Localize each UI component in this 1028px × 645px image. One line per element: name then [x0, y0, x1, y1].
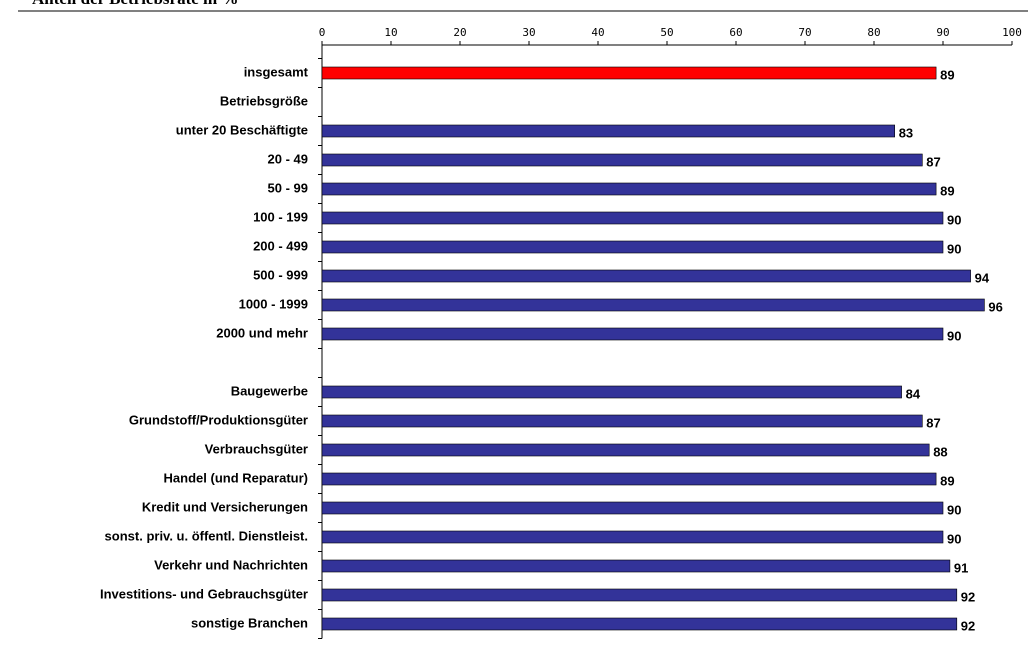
y-tick-label: Verbrauchsgüter: [205, 441, 308, 456]
bar: [321, 559, 951, 573]
y-tick-label: 500 - 999: [253, 267, 308, 282]
bar: [321, 124, 896, 138]
x-tick-label: 70: [798, 26, 811, 39]
value-label: 90: [947, 328, 961, 343]
bar: [321, 588, 958, 602]
value-label: 89: [940, 183, 954, 198]
x-tick-label: 90: [936, 26, 949, 39]
y-tick-label: Handel (und Reparatur): [164, 470, 308, 485]
y-tick-label: 20 - 49: [268, 151, 308, 166]
value-label: 88: [933, 444, 947, 459]
bar: [321, 298, 985, 312]
y-tick-label: insgesamt: [244, 64, 309, 79]
y-tick-label: sonstige Branchen: [191, 615, 308, 630]
y-tick-label: 200 - 499: [253, 238, 308, 253]
value-label: 83: [899, 125, 913, 140]
x-tick-label: 50: [660, 26, 673, 39]
y-tick-label: Grundstoff/Produktionsgüter: [129, 412, 308, 427]
bar: [321, 385, 902, 399]
x-tick-label: 40: [591, 26, 604, 39]
value-label: 90: [947, 502, 961, 517]
y-tick-label: Kredit und Versicherungen: [142, 499, 308, 514]
value-label: 90: [947, 241, 961, 256]
value-label: 96: [988, 299, 1002, 314]
x-tick-label: 80: [867, 26, 880, 39]
value-label: 87: [926, 154, 940, 169]
y-tick-label: 1000 - 1999: [239, 296, 308, 311]
bar: [321, 269, 971, 283]
value-label: 91: [954, 560, 968, 575]
y-tick-label: 2000 und mehr: [216, 325, 308, 340]
bar: [321, 501, 944, 515]
bar: [321, 443, 930, 457]
y-tick-label: Betriebsgröße: [220, 93, 308, 108]
y-tick-label: Investitions- und Gebrauchsgüter: [100, 586, 308, 601]
y-tick-label: sonst. priv. u. öffentl. Dienstleist.: [105, 528, 308, 543]
bar: [321, 66, 937, 80]
bar: [321, 327, 944, 341]
y-tick-label: 100 - 199: [253, 209, 308, 224]
value-label: 92: [961, 589, 975, 604]
value-label: 84: [906, 386, 921, 401]
y-tick-label: Verkehr und Nachrichten: [154, 557, 308, 572]
x-tick-label: 30: [522, 26, 535, 39]
bar: [321, 240, 944, 254]
y-tick-label: 50 - 99: [268, 180, 308, 195]
y-tick-label: unter 20 Beschäftigte: [176, 122, 308, 137]
x-tick-label: 100: [1002, 26, 1022, 39]
value-label: 87: [926, 415, 940, 430]
bar: [321, 211, 944, 225]
x-tick-label: 0: [319, 26, 326, 39]
bar: [321, 530, 944, 544]
chart-title: Anteil der Betriebsräte in %: [32, 0, 238, 8]
bar: [321, 414, 923, 428]
y-tick-label: Baugewerbe: [231, 383, 308, 398]
x-tick-label: 20: [453, 26, 466, 39]
bar: [321, 182, 937, 196]
bar: [321, 153, 923, 167]
bar: [321, 472, 937, 486]
value-label: 89: [940, 67, 954, 82]
value-label: 90: [947, 531, 961, 546]
value-label: 89: [940, 473, 954, 488]
value-label: 94: [975, 270, 990, 285]
x-tick-label: 60: [729, 26, 742, 39]
bar: [321, 617, 958, 631]
x-tick-label: 10: [384, 26, 397, 39]
value-label: 90: [947, 212, 961, 227]
value-label: 92: [961, 618, 975, 633]
